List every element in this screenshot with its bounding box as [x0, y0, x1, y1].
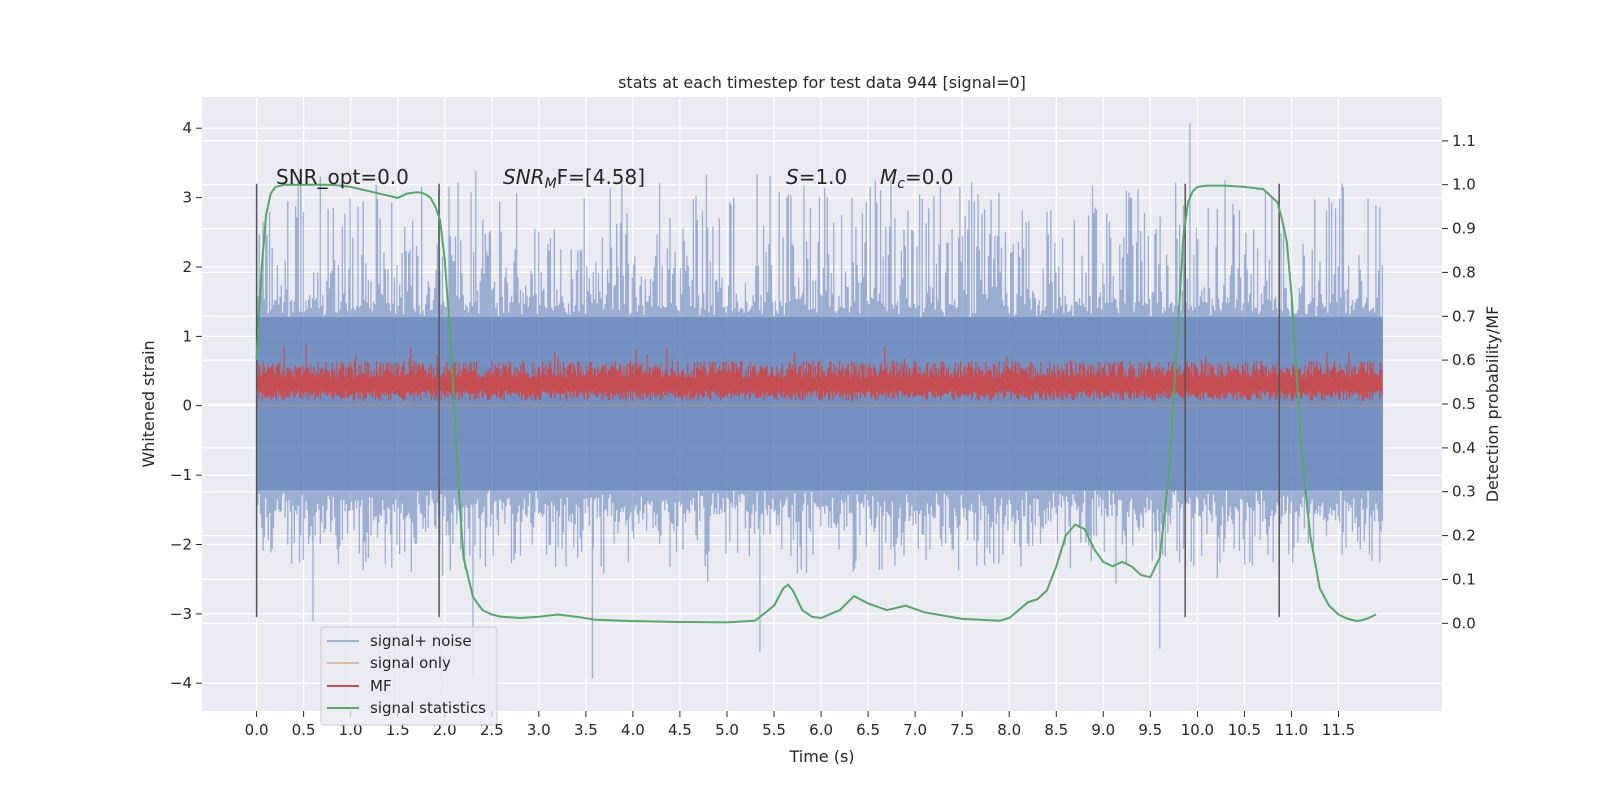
- legend-label-signal-only: signal only: [370, 654, 451, 672]
- x-tick-label: 4.5: [668, 721, 692, 739]
- legend-box: [320, 626, 498, 726]
- x-tick-label: 11.5: [1322, 721, 1355, 739]
- y-tick-label: 0: [182, 397, 192, 415]
- y-tick-label-right: 1.1: [1452, 132, 1476, 150]
- x-tick-label: 7.0: [903, 721, 927, 739]
- y-tick-label-right: 0.0: [1452, 614, 1476, 632]
- y-tick-label-right: 0.8: [1452, 263, 1476, 281]
- y-tick-label-right: 0.1: [1452, 570, 1476, 588]
- x-tick-label: 9.5: [1138, 721, 1162, 739]
- ticks: 0.0 0.5 1.0 1.5 2.0 2.5 3.0 3.5 4.0 4.5 5.0 5.5 6.0 6…: [170, 119, 1476, 739]
- y-axis-label-right: Detection probability/MF: [1483, 306, 1502, 503]
- signal-statistics-line: [255, 183, 1377, 624]
- legend: signal+ noise signal only MF signal stat…: [320, 626, 498, 726]
- annotation-snr-mf: SNRMF=[4.58]: [503, 165, 645, 192]
- y-tick-label: −1: [170, 466, 192, 484]
- legend-label-signal-noise: signal+ noise: [370, 632, 472, 650]
- annotation-mc: Mc=0.0: [880, 165, 954, 192]
- y-tick-label-right: 0.3: [1452, 483, 1476, 501]
- x-tick-label: 11.0: [1275, 721, 1308, 739]
- x-tick-label: 8.5: [1044, 721, 1068, 739]
- x-tick-label: 0.5: [292, 721, 316, 739]
- x-tick-label: 9.0: [1091, 721, 1115, 739]
- legend-label-mf: MF: [370, 677, 392, 695]
- x-axis-label: Time (s): [788, 747, 854, 766]
- x-tick-label: 3.0: [527, 721, 551, 739]
- chart-title: stats at each timestep for test data 944…: [618, 73, 1026, 92]
- x-tick-label: 5.0: [715, 721, 739, 739]
- y-tick-label: 2: [182, 258, 192, 276]
- y-tick-label-right: 0.2: [1452, 527, 1476, 545]
- x-tick-label: 8.0: [997, 721, 1021, 739]
- y-tick-label-right: 0.4: [1452, 439, 1476, 457]
- series-signal-noise: [255, 122, 1384, 679]
- y-tick-label: 4: [182, 119, 192, 137]
- x-tick-label: 6.5: [856, 721, 880, 739]
- y-tick-label-right: 0.7: [1452, 307, 1476, 325]
- annotation-s: S=1.0: [786, 165, 847, 189]
- x-tick-label: 5.5: [762, 721, 786, 739]
- legend-label-signal-statistics: signal statistics: [370, 699, 486, 717]
- y-axis-label: Whitened strain: [139, 340, 158, 467]
- annotation-snr-opt: SNR_opt=0.0: [276, 165, 409, 189]
- series-signal-statistics: [255, 183, 1377, 624]
- vertical-markers: [255, 183, 1280, 618]
- y-tick-label: 3: [182, 189, 192, 207]
- y-tick-label-right: 0.6: [1452, 351, 1476, 369]
- y-tick-label-right: 0.5: [1452, 395, 1476, 413]
- x-tick-label: 0.0: [245, 721, 269, 739]
- y-tick-label: −2: [170, 536, 192, 554]
- x-tick-label: 6.0: [809, 721, 833, 739]
- x-tick-label: 7.5: [950, 721, 974, 739]
- x-tick-label: 3.5: [574, 721, 598, 739]
- x-tick-label: 4.0: [621, 721, 645, 739]
- y-tick-label-right: 0.9: [1452, 220, 1476, 238]
- y-tick-label: 1: [182, 327, 192, 345]
- x-tick-label: 10.5: [1228, 721, 1261, 739]
- y-tick-label: −4: [170, 674, 192, 692]
- x-tick-label: 10.0: [1181, 721, 1214, 739]
- y-tick-label-right: 1.0: [1452, 176, 1476, 194]
- y-tick-label: −3: [170, 605, 192, 623]
